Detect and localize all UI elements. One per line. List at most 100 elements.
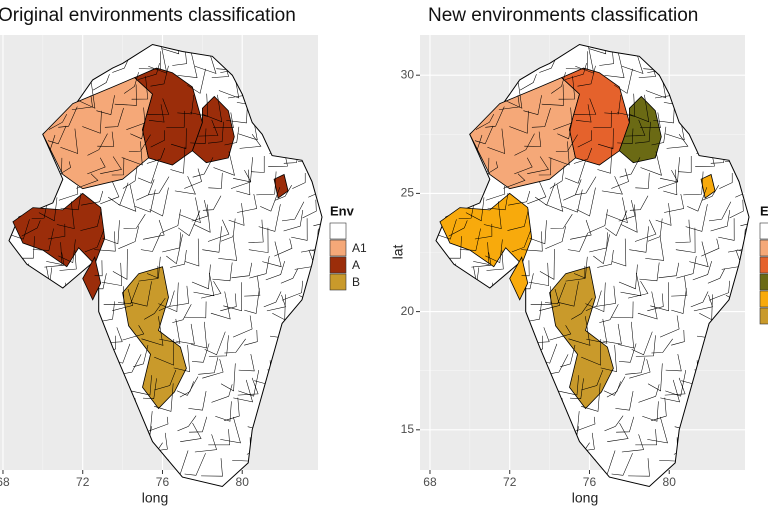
district-border — [448, 220, 468, 237]
district-border — [487, 128, 506, 154]
x-tick-label: 68 — [423, 475, 437, 489]
district-border — [263, 291, 282, 308]
district-border — [244, 329, 258, 346]
district-border — [21, 220, 41, 237]
district-border — [134, 189, 156, 213]
district-border — [615, 391, 634, 411]
district-border — [475, 113, 495, 130]
district-border — [174, 176, 196, 195]
district-border — [60, 192, 82, 211]
district-border — [238, 354, 255, 372]
district-border — [560, 344, 576, 368]
region — [439, 192, 533, 268]
district-border — [655, 203, 672, 226]
district-border — [158, 290, 175, 312]
district-border — [486, 250, 504, 271]
district-border — [718, 218, 735, 241]
district-border — [117, 184, 137, 212]
district-border — [544, 282, 566, 305]
district-border — [292, 173, 306, 189]
district-border — [137, 63, 160, 80]
district-border — [611, 301, 634, 319]
district-border — [458, 204, 475, 219]
district-border — [576, 187, 596, 217]
district-border — [198, 119, 219, 137]
district-border — [204, 331, 226, 356]
district-border — [618, 264, 638, 290]
district-border — [281, 280, 303, 301]
district-border — [146, 256, 161, 279]
district-border — [191, 343, 210, 363]
district-border — [629, 195, 649, 211]
district-border — [561, 189, 583, 213]
district-border — [645, 235, 665, 261]
district-border — [56, 201, 75, 230]
district-border — [604, 415, 624, 432]
district-border — [618, 200, 636, 222]
district-border — [638, 384, 660, 403]
district-border — [281, 201, 305, 222]
district-border — [112, 248, 128, 280]
district-border — [170, 249, 187, 268]
district-border — [581, 338, 602, 366]
x-tick-label: 76 — [156, 475, 170, 489]
district-border — [192, 157, 214, 178]
district-border — [628, 280, 649, 299]
district-border — [607, 422, 629, 442]
district-border — [180, 422, 202, 442]
y-tick-label: 20 — [401, 304, 415, 318]
district-border — [676, 256, 697, 279]
district-border — [310, 230, 322, 254]
district-border — [617, 321, 635, 349]
legend-swatch — [759, 239, 768, 257]
district-border — [745, 17, 763, 42]
x-tick-label: 72 — [76, 475, 90, 489]
district-border — [100, 181, 120, 205]
district-border — [485, 106, 505, 128]
district-border — [318, 17, 336, 42]
district-border — [743, 44, 749, 60]
district-border — [138, 51, 161, 70]
district-border — [231, 262, 253, 279]
district-border — [659, 315, 680, 338]
district-border — [485, 239, 503, 264]
district-border — [719, 13, 738, 34]
district-border — [573, 256, 588, 279]
district-border — [133, 344, 149, 368]
district-border — [575, 104, 592, 123]
district-border — [545, 226, 566, 250]
district-border — [140, 232, 162, 252]
x-tick-label: 72 — [503, 475, 517, 489]
district-border — [557, 281, 579, 307]
district-border — [177, 51, 198, 79]
district-border — [150, 130, 165, 148]
district-border — [665, 370, 687, 397]
district-border — [172, 304, 192, 323]
district-border — [625, 119, 646, 137]
district-border — [650, 282, 669, 312]
district-border — [274, 238, 293, 257]
district-border — [330, 407, 351, 424]
district-border — [588, 44, 607, 55]
legend-title: Env — [330, 203, 355, 218]
district-border — [218, 235, 238, 261]
district-border — [172, 47, 187, 66]
district-border — [598, 128, 614, 150]
district-border — [437, 219, 457, 240]
district-border — [571, 297, 593, 320]
y-tick-label: 25 — [401, 186, 415, 200]
district-border — [262, 241, 282, 268]
district-border — [599, 47, 614, 66]
district-border — [176, 376, 199, 396]
district-border — [471, 252, 492, 268]
district-border — [621, 434, 644, 453]
district-border — [201, 458, 223, 477]
district-border — [121, 141, 143, 166]
district-border — [212, 262, 233, 282]
district-border — [187, 68, 206, 94]
district-border — [323, 317, 340, 337]
panel-title: New environments classification — [428, 5, 698, 26]
district-border — [671, 329, 685, 346]
district-border — [753, 107, 768, 130]
district-border — [38, 197, 58, 222]
